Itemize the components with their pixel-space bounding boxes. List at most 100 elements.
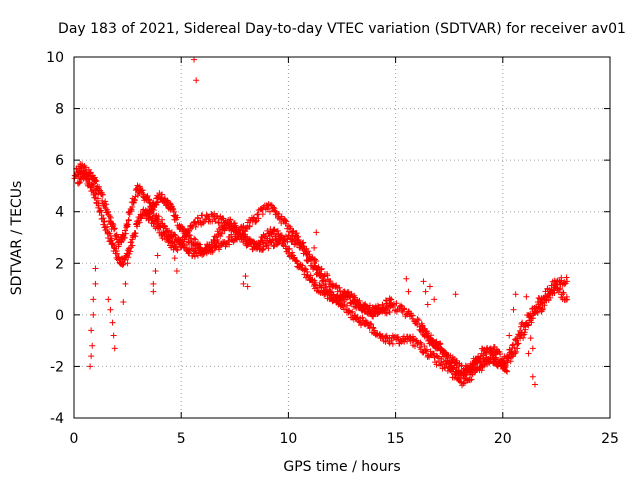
data-point — [406, 313, 413, 320]
data-point — [519, 319, 526, 326]
data-point — [254, 211, 261, 218]
data-point — [437, 341, 444, 348]
data-point — [434, 344, 441, 351]
x-tick-label: 5 — [177, 431, 186, 447]
data-point — [105, 211, 112, 218]
data-point — [147, 209, 154, 216]
data-point — [256, 241, 263, 248]
data-point — [421, 343, 428, 350]
data-point — [248, 237, 255, 244]
data-point — [123, 222, 130, 229]
data-point — [522, 326, 529, 333]
data-point — [390, 301, 397, 308]
data-point — [416, 326, 423, 333]
data-point — [374, 302, 381, 309]
data-point — [174, 214, 181, 221]
data-point — [154, 220, 161, 227]
data-point — [349, 308, 356, 315]
data-point — [111, 244, 118, 251]
data-point — [169, 242, 176, 249]
data-point — [88, 327, 95, 334]
data-point — [218, 230, 225, 237]
data-point — [420, 278, 427, 285]
data-point — [510, 306, 517, 313]
data-point — [240, 280, 247, 287]
data-point — [242, 273, 249, 280]
data-point — [160, 229, 167, 236]
y-tick-label: 0 — [55, 308, 64, 324]
data-point — [96, 183, 103, 190]
y-axis-title: SDTVAR / TECUs — [9, 181, 25, 296]
data-point — [110, 332, 117, 339]
data-point — [115, 255, 122, 262]
data-point — [255, 215, 262, 222]
data-point — [86, 170, 93, 177]
data-point — [393, 300, 400, 307]
data-point — [521, 329, 528, 336]
data-point — [170, 208, 177, 215]
data-point — [125, 254, 132, 261]
data-point — [157, 223, 164, 230]
x-tick-label: 0 — [70, 431, 79, 447]
data-point — [355, 318, 362, 325]
data-point — [540, 306, 547, 313]
data-point — [422, 288, 429, 295]
x-tick-label: 20 — [494, 431, 512, 447]
data-point — [131, 197, 138, 204]
data-point — [410, 336, 417, 343]
data-point — [128, 206, 135, 213]
data-point — [399, 309, 406, 316]
data-point — [555, 289, 562, 296]
data-point — [136, 219, 143, 226]
data-point — [154, 198, 161, 205]
data-point — [204, 213, 211, 220]
data-point — [462, 362, 469, 369]
data-point — [129, 242, 136, 249]
data-point — [278, 213, 285, 220]
data-point — [111, 345, 118, 352]
data-point — [192, 236, 199, 243]
y-tick-label: 4 — [55, 205, 64, 221]
y-tick-label: -2 — [50, 359, 64, 375]
data-point — [541, 302, 548, 309]
data-point — [124, 260, 131, 267]
data-point — [286, 245, 293, 252]
x-tick-label: 10 — [279, 431, 297, 447]
data-point — [114, 250, 121, 257]
data-point — [415, 317, 422, 324]
data-point — [311, 244, 318, 251]
data-point — [539, 306, 546, 313]
data-point — [166, 200, 173, 207]
data-point — [109, 319, 116, 326]
data-point — [398, 302, 405, 309]
data-point — [479, 363, 486, 370]
data-point — [422, 347, 429, 354]
data-point — [265, 245, 272, 252]
data-point — [426, 283, 433, 290]
data-point — [166, 227, 173, 234]
data-point — [108, 237, 115, 244]
data-point — [132, 230, 139, 237]
data-point — [563, 274, 570, 281]
data-point — [369, 324, 376, 331]
data-point — [560, 289, 567, 296]
data-point — [300, 239, 307, 246]
data-point — [99, 191, 106, 198]
data-point — [452, 371, 459, 378]
data-point — [504, 368, 511, 375]
data-point — [122, 230, 129, 237]
data-point — [275, 210, 282, 217]
data-point — [343, 296, 350, 303]
data-point — [564, 296, 571, 303]
data-point — [270, 204, 277, 211]
data-point — [154, 252, 161, 259]
data-point — [244, 283, 251, 290]
data-point — [173, 246, 180, 253]
data-point — [251, 214, 258, 221]
data-point — [327, 278, 334, 285]
data-point — [456, 374, 463, 381]
data-point — [182, 233, 189, 240]
data-point — [344, 302, 351, 309]
data-point — [530, 315, 537, 322]
data-point — [149, 205, 156, 212]
